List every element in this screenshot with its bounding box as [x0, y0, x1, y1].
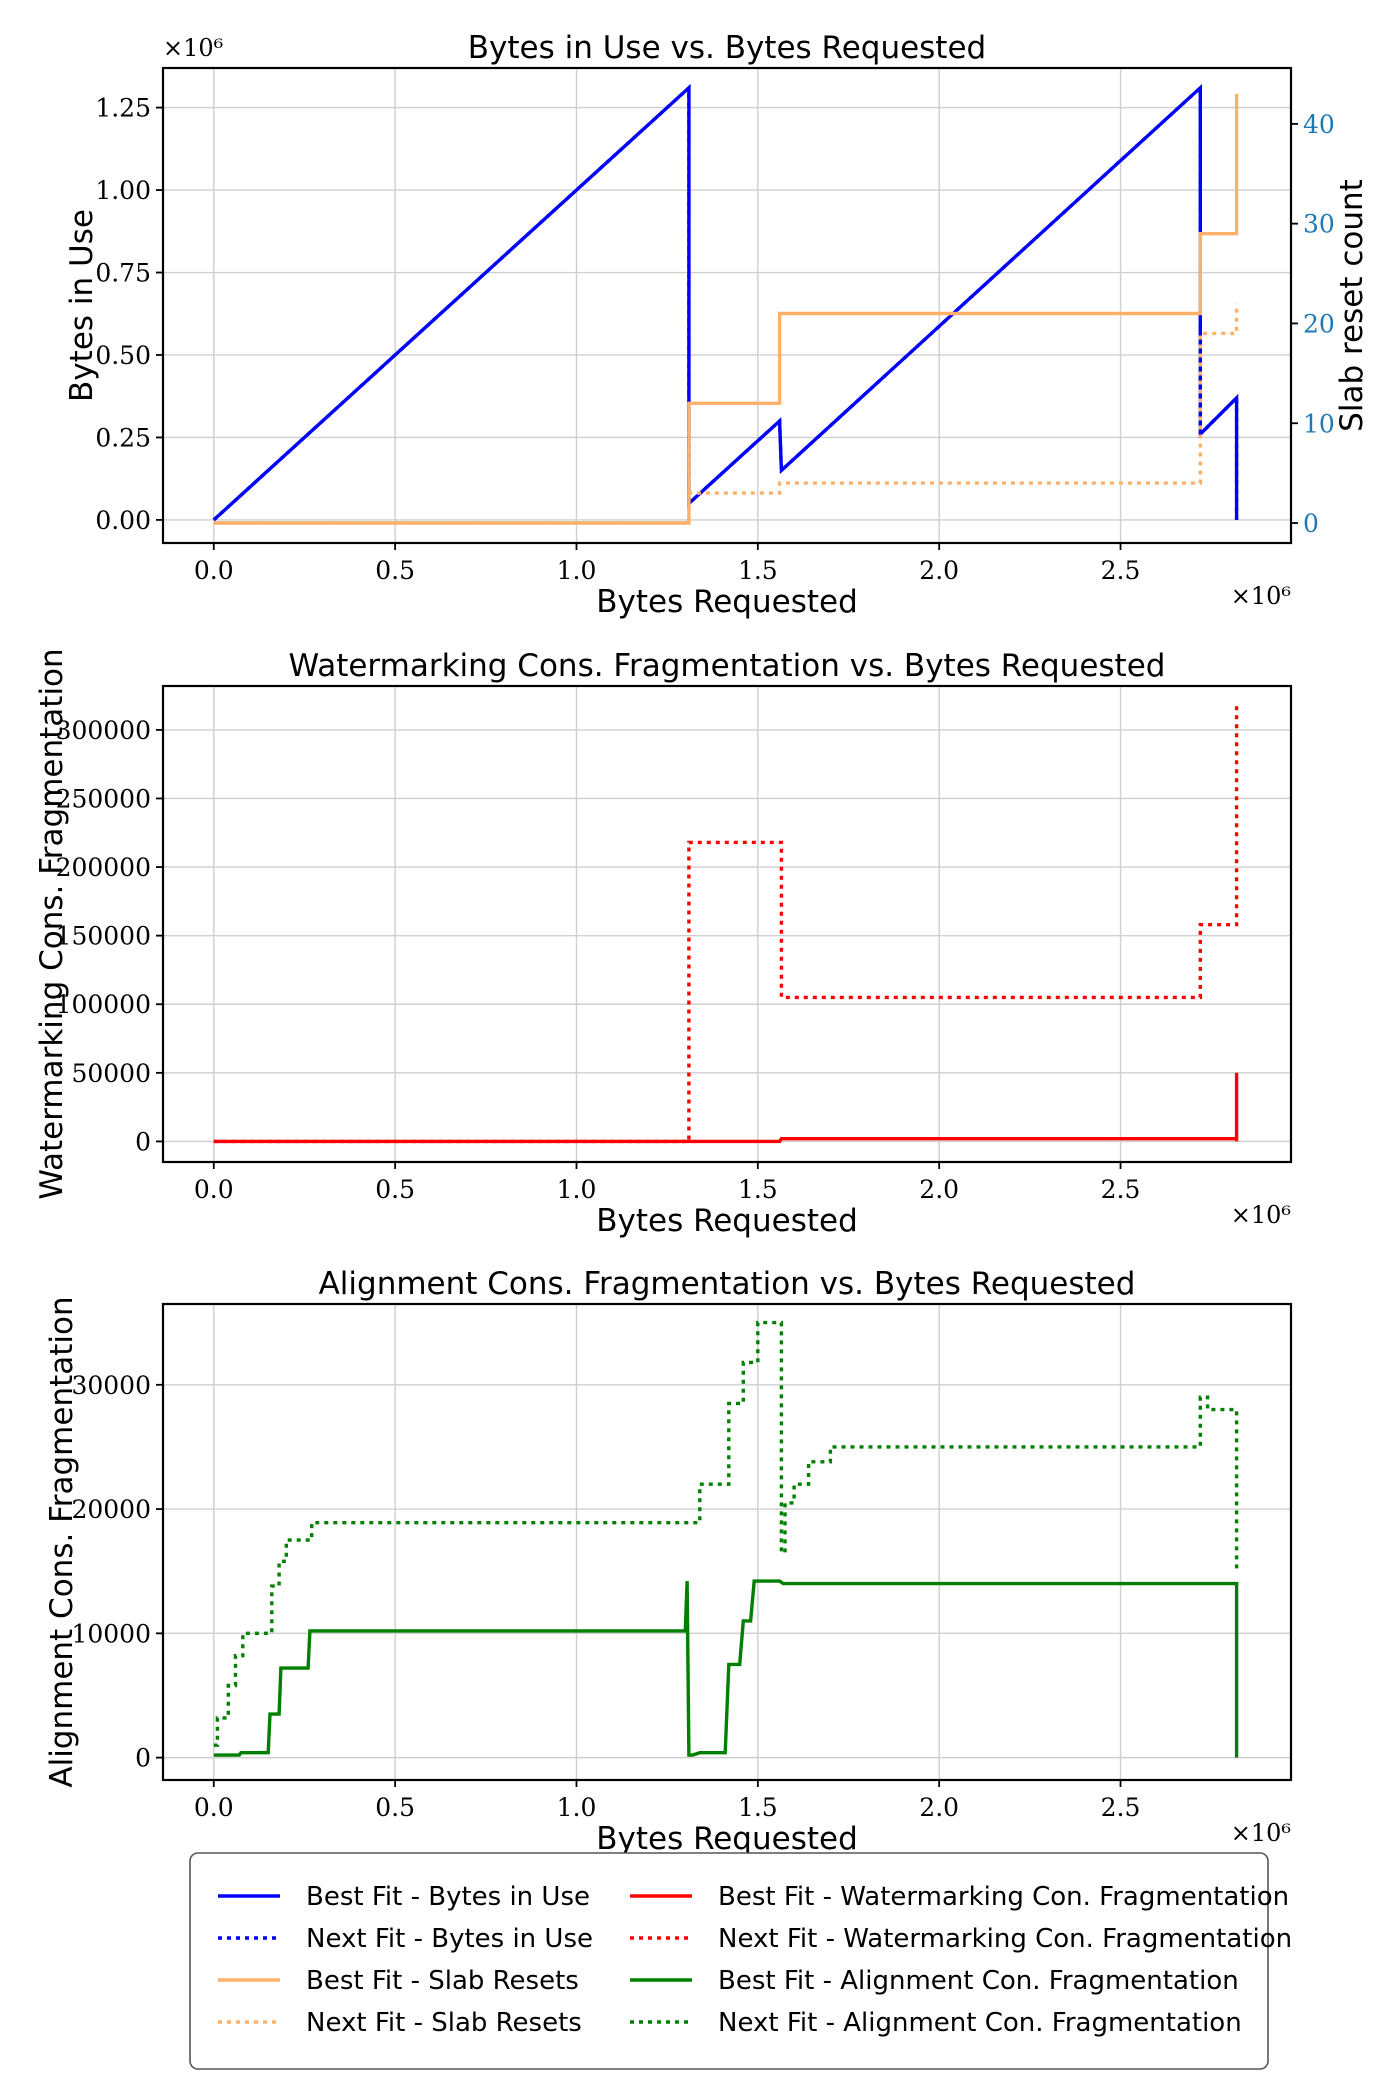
x-tick-label: 2.0 [919, 556, 959, 585]
chart-panel-1: 0.0 0.5 1.0 1.5 2.0 2.5 0.00 0.25 0.50 0.75 1.00 1.… [64, 30, 1370, 620]
y-tick-label: 0.25 [95, 423, 151, 452]
y-right-tick-label: 30 [1303, 210, 1335, 239]
x-axis-multiplier: ×10⁶ [1231, 582, 1291, 610]
x-tick-label: 0.0 [194, 1793, 234, 1822]
legend: Best Fit - Bytes in Use Next Fit - Bytes … [189, 1852, 1292, 2070]
y-tick-label: 0.00 [95, 506, 151, 535]
y-axis-label: Alignment Cons. Fragmentation [44, 1296, 80, 1787]
y-tick-label: 250000 [56, 784, 151, 813]
x-tick-label: 1.5 [738, 556, 778, 585]
x-tick-label: 0.0 [194, 556, 234, 585]
legend-label-1: Best Fit - Bytes in Use [306, 1882, 590, 1912]
chart-title: Watermarking Cons. Fragmentation vs. Byt… [289, 648, 1166, 684]
y-tick-label: 200000 [56, 853, 151, 882]
chart-title: Bytes in Use vs. Bytes Requested [468, 30, 986, 66]
x-tick-label: 2.0 [919, 1175, 959, 1204]
y-axis-multiplier: ×10⁶ [163, 34, 223, 62]
y-tick-label: 1.25 [95, 94, 151, 123]
y-tick-label: 0.75 [95, 259, 151, 288]
x-tick-label: 1.0 [557, 1793, 597, 1822]
y-tick-label: 0 [135, 1127, 151, 1156]
x-tick-label: 2.0 [919, 1793, 959, 1822]
x-tick-label: 1.0 [557, 556, 597, 585]
y-tick-label: 0.50 [95, 341, 151, 370]
x-tick-label: 0.5 [375, 1175, 415, 1204]
chart-panel-3: 0.0 0.5 1.0 1.5 2.0 2.50100002000030000Alignm… [44, 1266, 1293, 1857]
y-tick-label: 20000 [71, 1495, 151, 1524]
y-tick-label: 1.00 [95, 176, 151, 205]
y-right-axis-label: Slab reset count [1334, 179, 1370, 432]
x-axis-label: Bytes Requested [596, 584, 858, 620]
x-tick-label: 1.0 [557, 1175, 597, 1204]
legend-label-5: Best Fit - Watermarking Con. Fragmentati… [718, 1882, 1289, 1912]
y-right-tick-label: 40 [1303, 110, 1335, 139]
y-axis-label: Watermarking Cons. Fragmentation [34, 648, 70, 1199]
x-tick-label: 2.5 [1101, 556, 1141, 585]
x-tick-label: 0.0 [194, 1175, 234, 1204]
legend-label-8: Next Fit - Alignment Con. Fragmentation [718, 2008, 1242, 2038]
y-right-tick-label: 10 [1303, 409, 1335, 438]
plot-frame [161, 66, 1293, 545]
y-tick-label: 150000 [56, 922, 151, 951]
chart-title: Alignment Cons. Fragmentation vs. Bytes … [319, 1266, 1136, 1302]
x-tick-label: 0.5 [375, 1793, 415, 1822]
y-tick-label: 300000 [56, 716, 151, 745]
legend-label-6: Next Fit - Watermarking Con. Fragmentati… [718, 1924, 1292, 1954]
y-axis-label: Bytes in Use [64, 209, 100, 402]
x-tick-label: 2.5 [1101, 1793, 1141, 1822]
legend-box [189, 1852, 1269, 2070]
series-line-4 [213, 303, 1239, 525]
x-tick-label: 1.5 [738, 1175, 778, 1204]
legend-label-2: Next Fit - Bytes in Use [306, 1924, 593, 1954]
y-right-tick-label: 20 [1303, 309, 1335, 338]
charts-layer: 0.0 0.5 1.0 1.5 2.0 2.50.000.250.500.751.001.… [34, 30, 1370, 1857]
y-tick-label: 30000 [71, 1371, 151, 1400]
y-right-tick-label: 0 [1303, 509, 1319, 538]
series-line-1 [212, 83, 1239, 522]
y-tick-label: 50000 [71, 1059, 151, 1088]
series-line-3 [213, 93, 1239, 525]
series-line-1 [213, 1579, 1239, 1758]
x-axis-label: Bytes Requested [596, 1203, 858, 1239]
x-tick-label: 1.5 [738, 1793, 778, 1822]
chart-panel-2: 0.0 0.5 1.0 1.5 2.0 2.5 0 50000 100000 150000 2000… [34, 648, 1293, 1239]
plot-frame [161, 684, 1293, 1164]
x-axis-multiplier: ×10⁶ [1231, 1201, 1291, 1229]
plot-frame [161, 1302, 1293, 1782]
legend-label-3: Best Fit - Slab Resets [306, 1966, 579, 1996]
series-line-2 [213, 1320, 1239, 1747]
x-axis-label: Bytes Requested [596, 1821, 858, 1857]
x-axis-multiplier: ×10⁶ [1231, 1819, 1291, 1847]
x-tick-label: 0.5 [375, 556, 415, 585]
x-tick-label: 2.5 [1101, 1175, 1141, 1204]
y-tick-label: 100000 [56, 990, 151, 1019]
legend-label-4: Next Fit - Slab Resets [306, 2008, 582, 2038]
y-tick-label: 10000 [71, 1619, 151, 1648]
legend-label-7: Best Fit - Alignment Con. Fragmentation [718, 1966, 1239, 1996]
y-tick-label: 0 [135, 1744, 151, 1773]
